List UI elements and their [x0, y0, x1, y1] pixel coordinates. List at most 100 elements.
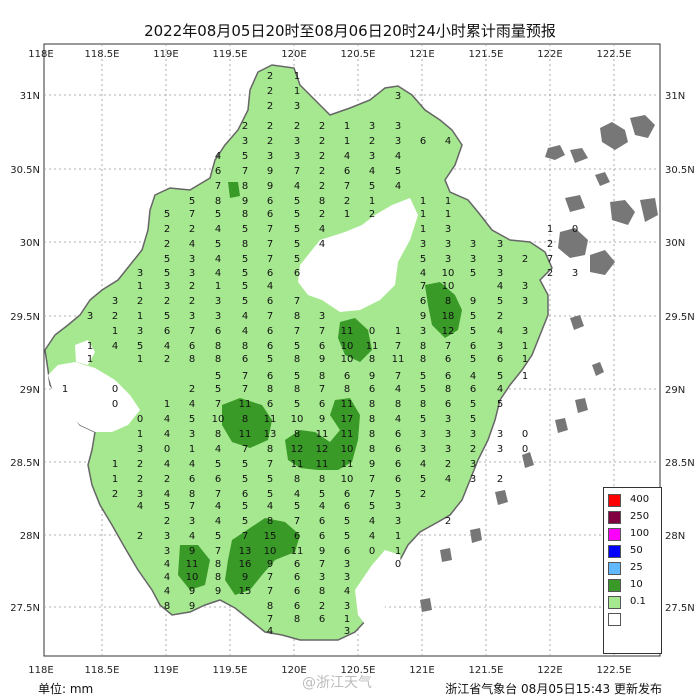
rain-value: 8: [215, 354, 221, 365]
rain-value: 6: [215, 326, 221, 337]
rain-value: 16: [239, 559, 252, 570]
rain-value: 9: [215, 586, 221, 597]
rain-value: 5: [420, 414, 426, 425]
rain-value: 6: [267, 326, 273, 337]
rain-value: 1: [112, 474, 118, 485]
rain-value: 5: [189, 414, 195, 425]
rain-value: 3: [137, 268, 143, 279]
rain-value: 2: [319, 601, 325, 612]
rain-value: 1: [164, 399, 170, 410]
rain-value: 3: [112, 296, 118, 307]
legend-label: 250: [630, 511, 650, 522]
rain-value: 5: [319, 489, 325, 500]
rain-value: 9: [369, 371, 375, 382]
rain-value: 8: [215, 572, 221, 583]
rain-value: 3: [497, 429, 503, 440]
rain-value: 3: [497, 444, 503, 455]
rain-value: 7: [369, 474, 375, 485]
rain-value: 8: [242, 181, 248, 192]
rain-value: 3: [522, 281, 528, 292]
rain-value: 8: [215, 429, 221, 440]
rain-value: 9: [319, 546, 325, 557]
rain-value: 15: [239, 586, 252, 597]
rain-value: 9: [267, 166, 273, 177]
rain-value: 8: [294, 429, 300, 440]
lon-tick-label: 119.5E: [213, 49, 248, 60]
rain-value: 6: [267, 371, 273, 382]
rain-value: 5: [137, 341, 143, 352]
rain-value: 4: [164, 559, 170, 570]
rain-value: 5: [294, 371, 300, 382]
rain-value: 4: [294, 181, 300, 192]
rain-value: 1: [189, 444, 195, 455]
rain-value: 7: [189, 326, 195, 337]
rain-value: 6: [294, 559, 300, 570]
rain-value: 5: [294, 209, 300, 220]
rain-value: 4: [137, 501, 143, 512]
rain-value: 2: [164, 516, 170, 527]
rain-value: 2: [189, 384, 195, 395]
rain-value: 5: [420, 371, 426, 382]
rain-value: 6: [470, 384, 476, 395]
rain-value: 5: [164, 268, 170, 279]
rain-value: 1: [344, 136, 350, 147]
rain-value: 3: [445, 254, 451, 265]
rain-value: 3: [164, 281, 170, 292]
rain-value: 2: [164, 239, 170, 250]
lon-tick-label: 118.5E: [85, 49, 120, 60]
rain-value: 2: [319, 121, 325, 132]
rain-value: 10: [291, 414, 304, 425]
lat-tick-label: 30N: [665, 238, 685, 249]
lat-tick-label: 31N: [665, 91, 685, 102]
rain-value: 6: [189, 341, 195, 352]
rain-value: 3: [189, 254, 195, 265]
rain-value: 0: [164, 444, 170, 455]
map-title: 2022年08月05日20时至08月06日20时24小时累计雨量预报: [144, 22, 556, 40]
unit-label: 单位: mm: [38, 682, 94, 696]
rain-value: 8: [267, 516, 273, 527]
rain-value: 6: [215, 474, 221, 485]
rain-value: 3: [319, 572, 325, 583]
lat-tick-labels-left: 31N 30.5N 30N 29.5N 29N 28.5N 28N 27.5N: [10, 91, 40, 614]
rain-value: 7: [294, 296, 300, 307]
rain-value: 2: [420, 489, 426, 500]
rain-value: 5: [420, 254, 426, 265]
rain-value: 1: [344, 121, 350, 132]
lat-tick-label: 30.5N: [10, 165, 40, 176]
lon-tick-label: 121E: [409, 49, 434, 60]
rain-value: 3: [189, 429, 195, 440]
rain-value: 3: [344, 626, 350, 637]
rain-value: 0: [395, 559, 401, 570]
rain-value: 6: [445, 371, 451, 382]
rain-value: 5: [242, 516, 248, 527]
rain-value: 3: [497, 254, 503, 265]
rain-value: 1: [344, 209, 350, 220]
lon-tick-label: 120E: [281, 49, 306, 60]
rain-value: 5: [344, 516, 350, 527]
legend-item: 100: [604, 526, 661, 543]
rain-value: 7: [344, 181, 350, 192]
rain-value: 5: [344, 531, 350, 542]
rain-value: 8: [445, 384, 451, 395]
rain-value: 6: [344, 546, 350, 557]
rain-value: 1: [294, 86, 300, 97]
legend-swatch: [608, 494, 621, 507]
legend-label: 0.1: [630, 596, 646, 607]
rain-value: 4: [164, 341, 170, 352]
rain-value: 4: [497, 384, 503, 395]
rain-value: 7: [242, 384, 248, 395]
legend-item: 250: [604, 509, 661, 526]
rain-value: 3: [420, 429, 426, 440]
rain-value: 6: [319, 516, 325, 527]
rain-value: 0: [572, 224, 578, 235]
lat-tick-label: 29N: [20, 385, 40, 396]
rain-value: 6: [267, 268, 273, 279]
rain-value: 3: [344, 601, 350, 612]
rain-value: 8: [420, 399, 426, 410]
rain-value: 6: [319, 614, 325, 625]
rain-value: 3: [137, 444, 143, 455]
rain-value: 13: [239, 546, 252, 557]
rain-value: 3: [294, 151, 300, 162]
rain-value: 6: [470, 341, 476, 352]
rain-value: 4: [497, 326, 503, 337]
